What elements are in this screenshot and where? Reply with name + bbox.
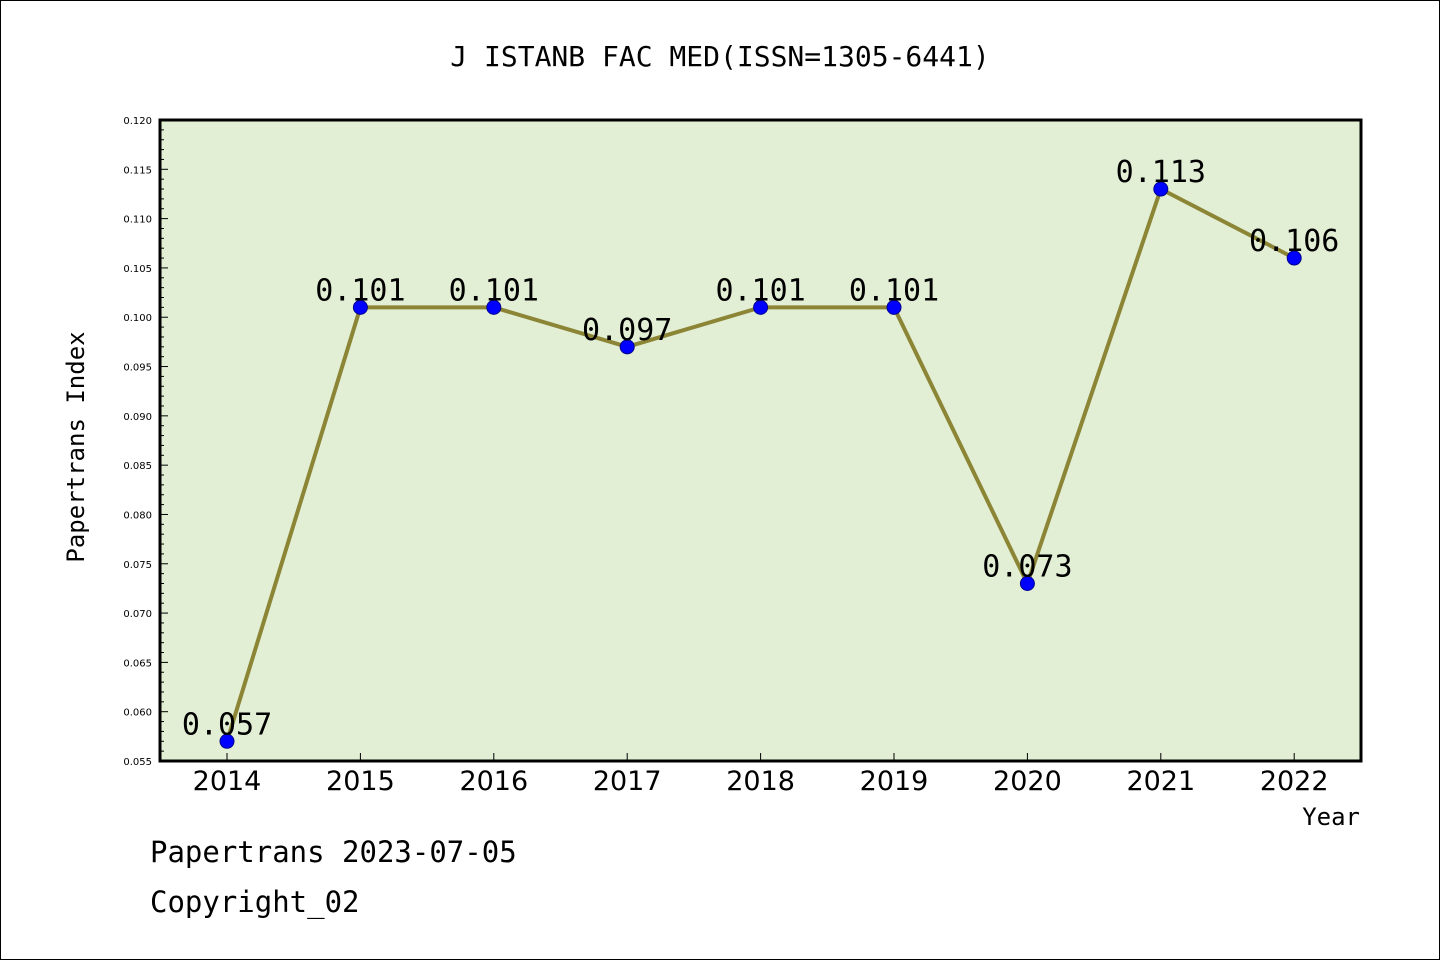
data-labels: 0.057 0.101 0.101 0.097 0.101 0.101 0.073 0.113… xyxy=(182,155,1340,742)
x-tick-label: 2018 xyxy=(726,766,795,797)
x-tick-label: 2015 xyxy=(326,766,395,797)
data-point xyxy=(352,299,368,315)
y-tick-label: 0.095 xyxy=(123,363,152,374)
data-point xyxy=(1019,575,1035,591)
x-tick-label: 2020 xyxy=(993,766,1062,797)
data-point xyxy=(753,299,769,315)
data-label: 0.101 xyxy=(849,273,939,308)
x-tick-label: 2022 xyxy=(1260,766,1329,797)
data-label: 0.113 xyxy=(1116,155,1206,190)
data-point xyxy=(219,733,235,749)
x-tick-label: 2014 xyxy=(193,766,262,797)
data-points xyxy=(219,181,1302,749)
data-label: 0.101 xyxy=(315,273,405,308)
footer-copyright-text: Copyright_02 xyxy=(150,885,360,919)
y-tick-label: 0.070 xyxy=(123,609,152,620)
y-tick-label: 0.060 xyxy=(123,708,152,719)
x-axis: 2014 2015 2016 2017 2018 2019 2020 2021 2022 xyxy=(193,753,1329,797)
y-axis: 0.055 0.060 0.065 0.070 0.075 0.080 0.085 0.090… xyxy=(123,116,168,768)
x-tick-label: 2019 xyxy=(860,766,929,797)
chart-title: J ISTANB FAC MED(ISSN=1305-6441) xyxy=(450,40,989,73)
y-axis-label: Papertrans Index xyxy=(62,331,90,562)
data-point xyxy=(619,339,635,355)
data-point xyxy=(1153,181,1169,197)
x-tick-label: 2021 xyxy=(1126,766,1195,797)
y-tick-label: 0.080 xyxy=(123,510,152,521)
y-tick-label: 0.090 xyxy=(123,412,152,423)
data-label: 0.106 xyxy=(1249,224,1339,259)
y-tick-label: 0.055 xyxy=(123,757,152,768)
data-point xyxy=(886,299,902,315)
data-label: 0.101 xyxy=(449,273,539,308)
data-label: 0.057 xyxy=(182,707,272,742)
y-tick-label: 0.075 xyxy=(123,560,152,571)
x-tick-label: 2017 xyxy=(593,766,662,797)
y-tick-label: 0.120 xyxy=(123,116,152,127)
x-axis-label: Year xyxy=(1302,803,1360,831)
data-label: 0.101 xyxy=(715,273,805,308)
y-tick-label: 0.085 xyxy=(123,461,152,472)
data-label: 0.097 xyxy=(582,313,672,348)
y-tick-label: 0.110 xyxy=(123,215,152,226)
y-tick-label: 0.065 xyxy=(123,658,152,669)
data-point xyxy=(1286,250,1302,266)
data-point xyxy=(486,299,502,315)
y-tick-label: 0.115 xyxy=(123,165,152,176)
plot-area xyxy=(158,118,1363,763)
x-tick-label: 2016 xyxy=(459,766,528,797)
y-tick-label: 0.100 xyxy=(123,313,152,324)
data-label: 0.073 xyxy=(982,549,1072,584)
y-tick-label: 0.105 xyxy=(123,264,152,275)
footer-date-text: Papertrans 2023-07-05 xyxy=(150,835,517,869)
